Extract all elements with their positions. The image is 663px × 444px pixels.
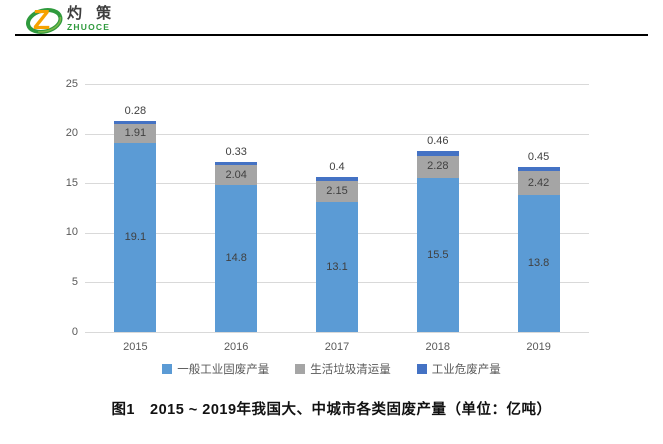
bar-top-value-label: 0.4 xyxy=(329,160,345,173)
legend-item: 生活垃圾清运量 xyxy=(295,361,391,377)
gridline-0 xyxy=(85,332,589,333)
bar-segment-2-2018 xyxy=(416,151,459,156)
legend-swatch-icon xyxy=(162,364,173,374)
bar-segment-0-2017 xyxy=(316,202,358,332)
y-axis-tick-label: 15 xyxy=(65,176,78,189)
bar-segment-2-2015 xyxy=(114,120,157,124)
figure-caption: 图1 2015 ~ 2019年我国大、中城市各类固废产量（单位：亿吨） xyxy=(111,402,552,418)
bar-value-label: 13.1 xyxy=(326,260,348,273)
legend-item: 工业危废产量 xyxy=(416,361,501,377)
bar-value-label: 2.42 xyxy=(527,176,550,189)
bar-value-label: 1.91 xyxy=(124,126,147,139)
bar-segment-0-2019 xyxy=(517,195,560,332)
bar-top-value-label: 0.45 xyxy=(527,150,550,163)
bar-segment-2-2016 xyxy=(215,161,258,165)
x-axis-category-label: 2019 xyxy=(526,341,551,353)
bar-segment-1-2016 xyxy=(215,164,258,186)
legend-item: 一般工业固废产量 xyxy=(162,361,269,377)
brand-name-cn: 灼 策 xyxy=(67,5,117,23)
bar-segment-1-2017 xyxy=(316,180,358,203)
brand-name-en: ZHUOCE xyxy=(67,22,111,33)
bar-value-label: 2.15 xyxy=(326,184,348,197)
legend-label: 生活垃圾清运量 xyxy=(310,364,391,376)
x-axis-category-label: 2017 xyxy=(324,341,350,353)
bar-value-label: 14.8 xyxy=(225,252,247,265)
header-divider xyxy=(15,34,648,36)
bar-value-label: 2.28 xyxy=(427,160,449,173)
bar-segment-0-2016 xyxy=(215,185,258,332)
x-axis-category-label: 2016 xyxy=(223,341,249,353)
bar-top-value-label: 0.33 xyxy=(225,145,247,158)
y-axis-tick-label: 20 xyxy=(65,127,78,140)
brand-logo-icon: Z xyxy=(26,4,63,35)
y-axis-tick-label: 25 xyxy=(65,77,78,90)
bar-segment-2-2019 xyxy=(517,166,560,172)
bar-value-label: 19.1 xyxy=(124,230,147,243)
bar-top-value-label: 0.46 xyxy=(427,135,449,148)
brand-logo-text: 灼 策 ZHUOCE xyxy=(67,6,116,32)
brand-logo: Z 灼 策 ZHUOCE xyxy=(25,2,116,36)
bar-segment-0-2018 xyxy=(416,178,459,332)
y-axis-tick-label: 10 xyxy=(65,226,78,239)
bar-segment-2-2017 xyxy=(316,176,358,181)
bar-value-label: 13.8 xyxy=(527,257,550,270)
bar-value-label: 15.5 xyxy=(427,248,449,261)
bar-segment-1-2018 xyxy=(416,155,459,179)
bar-segment-1-2019 xyxy=(517,171,560,196)
legend-label: 工业危废产量 xyxy=(431,364,501,376)
legend-swatch-icon xyxy=(295,364,306,374)
bar-top-value-label: 0.28 xyxy=(124,104,147,117)
chart-legend: 一般工业固废产量 生活垃圾清运量 工业危废产量 xyxy=(0,361,663,377)
y-axis-tick-label: 0 xyxy=(71,325,78,338)
legend-label: 一般工业固废产量 xyxy=(177,364,270,376)
gridline-25 xyxy=(85,84,589,85)
legend-swatch-icon xyxy=(416,364,427,374)
bar-segment-1-2015 xyxy=(114,123,157,143)
x-axis-category-label: 2015 xyxy=(123,341,148,353)
x-axis-category-label: 2018 xyxy=(425,341,451,353)
bar-segment-0-2015 xyxy=(114,142,157,332)
svg-text:Z: Z xyxy=(33,4,50,35)
stacked-bar-chart: 0 5 10 15 20 25 19.1 1.91 0.28 2015 14.8 2.04 0.33 20… xyxy=(0,44,663,384)
y-axis-tick-label: 5 xyxy=(71,275,78,288)
gridline-20 xyxy=(85,133,589,135)
bar-value-label: 2.04 xyxy=(225,168,247,181)
